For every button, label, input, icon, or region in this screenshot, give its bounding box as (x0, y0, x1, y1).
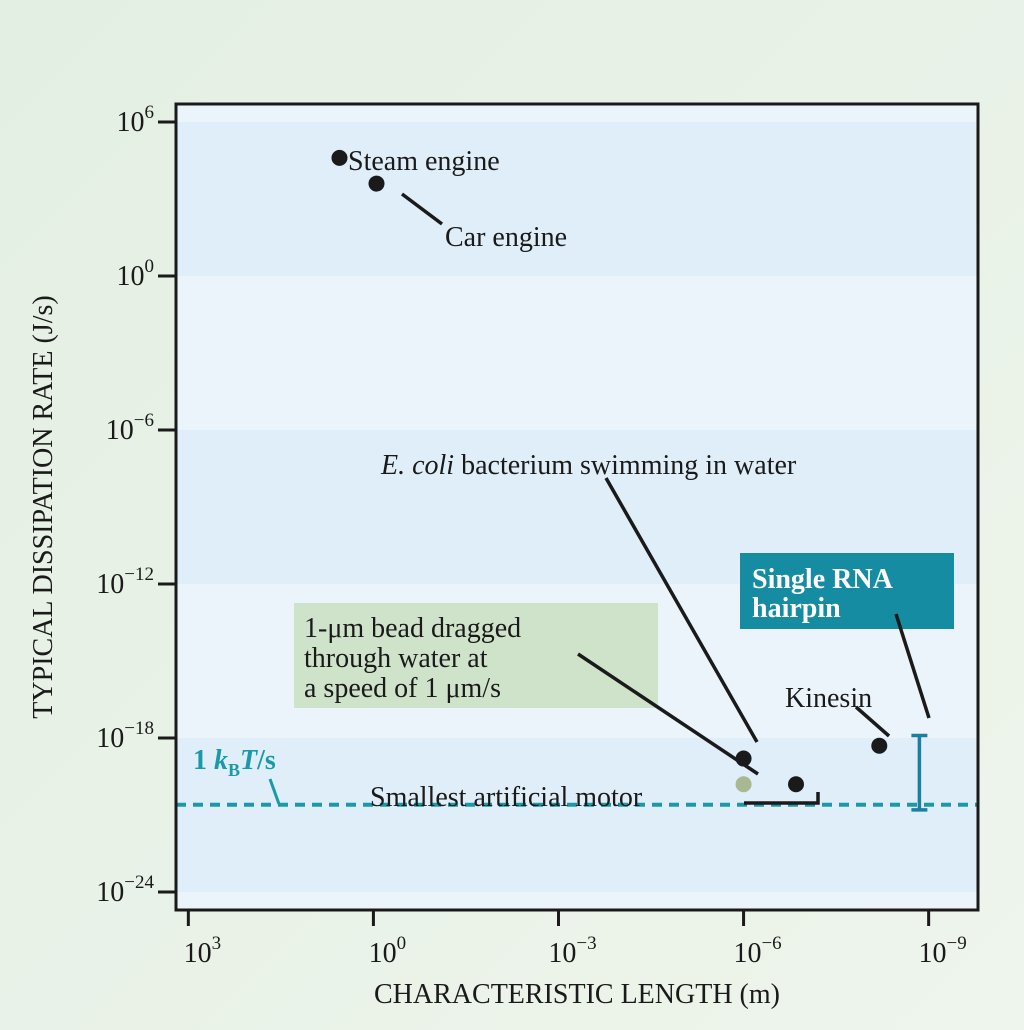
rna-label-line-1: Single RNA (752, 564, 894, 595)
e-coli-point (735, 750, 752, 767)
kinesin-point (871, 737, 888, 754)
kbt-label-tail: /s (256, 745, 276, 776)
y-tick-label: 10−24 (96, 872, 154, 908)
background-band (176, 104, 978, 122)
rna-leader (894, 613, 931, 719)
motor-bracket (744, 792, 820, 805)
ecoli-label-italic: E. coli (380, 450, 454, 481)
y-axis-title: TYPICAL DISSIPATION RATE (J/s) (28, 295, 59, 718)
rna-range-bar (911, 733, 928, 812)
kbt-label-t: T (240, 745, 259, 776)
kbt-label-k: k (214, 745, 228, 776)
y-tick-label: 106 (117, 102, 155, 138)
axis-ticks: 106 100 10−6 10−12 10−18 10−24 103 100 10−3 10−6 1… (96, 102, 966, 969)
y-tick-label: 10−18 (96, 718, 154, 754)
steam-engine-label: Steam engine (348, 146, 500, 177)
ecoli-label: E. coli bacterium swimming in water (380, 450, 797, 481)
kbt-label-sub: B (228, 760, 240, 780)
rna-label-box (740, 553, 954, 629)
y-tick-label: 10−12 (96, 564, 154, 600)
motor-label: Smallest artificial motor (370, 782, 643, 813)
car-leader (400, 192, 444, 226)
x-tick-label: 100 (369, 933, 407, 969)
y-tick-label: 100 (117, 256, 155, 292)
bead-label-line-1: 1-μm bead dragged (304, 613, 521, 644)
background-band (176, 275, 978, 430)
kinesin-label: Kinesin (785, 683, 872, 714)
bead-leader (577, 652, 759, 776)
car-engine-point (368, 175, 385, 192)
background-band (176, 738, 978, 893)
x-tick-label: 10−9 (919, 933, 967, 969)
x-tick-label: 103 (184, 933, 222, 969)
rna-label-line-2: hairpin (752, 593, 841, 624)
x-axis-title: CHARACTERISTIC LENGTH (m) (374, 979, 780, 1010)
car-engine-label: Car engine (445, 222, 567, 253)
kbt-label-pointer (268, 778, 281, 805)
ecoli-leader (604, 477, 759, 743)
kbt-label-one: 1 (193, 745, 214, 776)
kinesin-leader (854, 705, 891, 738)
background-band (176, 121, 978, 276)
x-tick-label: 10−3 (548, 933, 596, 969)
artificial-motor-point (788, 776, 805, 793)
plot-frame (174, 102, 980, 912)
leader-lines (400, 192, 931, 805)
bead-point (735, 776, 752, 793)
x-tick-label: 10−6 (733, 933, 781, 969)
ecoli-label-rest: bacterium swimming in water (454, 450, 797, 481)
kbt-label: 1 kBT/s (193, 745, 276, 780)
bead-label-box (294, 603, 658, 708)
bead-label-line-2: through water at (304, 643, 488, 674)
steam-engine-point (331, 149, 348, 166)
background-band (176, 892, 978, 910)
y-tick-label: 10−6 (106, 410, 154, 446)
bead-label-line-3: a speed of 1 μm/s (304, 673, 501, 704)
